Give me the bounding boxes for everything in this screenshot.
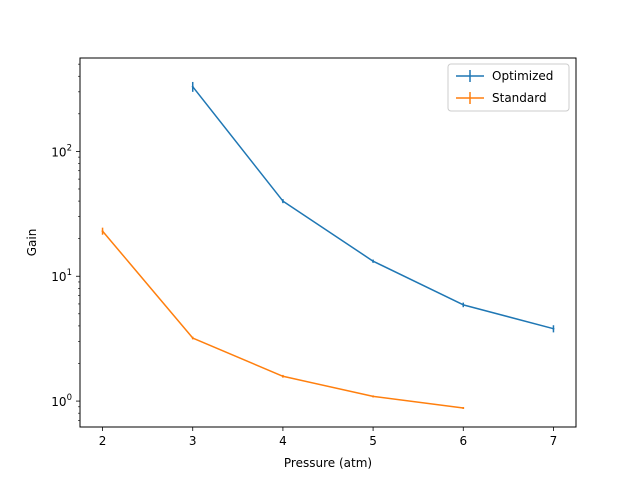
legend: Optimized Standard xyxy=(447,63,570,112)
data-point xyxy=(281,375,284,378)
x-tick-label: 3 xyxy=(189,434,197,448)
x-tick-label: 4 xyxy=(279,434,287,448)
y-axis-label: Gain xyxy=(25,229,39,257)
y-tick-exponent: 1 xyxy=(67,268,72,278)
data-point xyxy=(372,260,375,263)
plot-frame xyxy=(79,57,577,428)
x-tick-label: 7 xyxy=(550,434,558,448)
y-tick-base: 10 xyxy=(51,145,66,159)
legend-label: Optimized xyxy=(492,69,553,83)
data-point xyxy=(191,337,194,340)
data-point xyxy=(552,327,555,330)
y-tick-label: 101 xyxy=(51,268,72,284)
x-tick-label: 5 xyxy=(369,434,377,448)
x-tick-label: 6 xyxy=(459,434,467,448)
plot-layer xyxy=(101,81,555,410)
legend-label: Standard xyxy=(492,91,547,105)
x-axis-label: Pressure (atm) xyxy=(284,456,372,470)
y-tick-exponent: 2 xyxy=(67,143,72,153)
data-point xyxy=(372,395,375,398)
y-tick-exponent: 0 xyxy=(67,393,72,403)
data-point xyxy=(462,407,465,410)
data-point xyxy=(462,303,465,306)
data-point xyxy=(101,230,104,233)
y-tick-base: 10 xyxy=(51,395,66,409)
y-tick-label: 100 xyxy=(51,393,72,409)
y-tick-base: 10 xyxy=(51,270,66,284)
y-tick-label: 102 xyxy=(51,143,72,159)
data-point xyxy=(281,200,284,203)
data-point xyxy=(191,85,194,88)
x-tick-label: 2 xyxy=(99,434,107,448)
